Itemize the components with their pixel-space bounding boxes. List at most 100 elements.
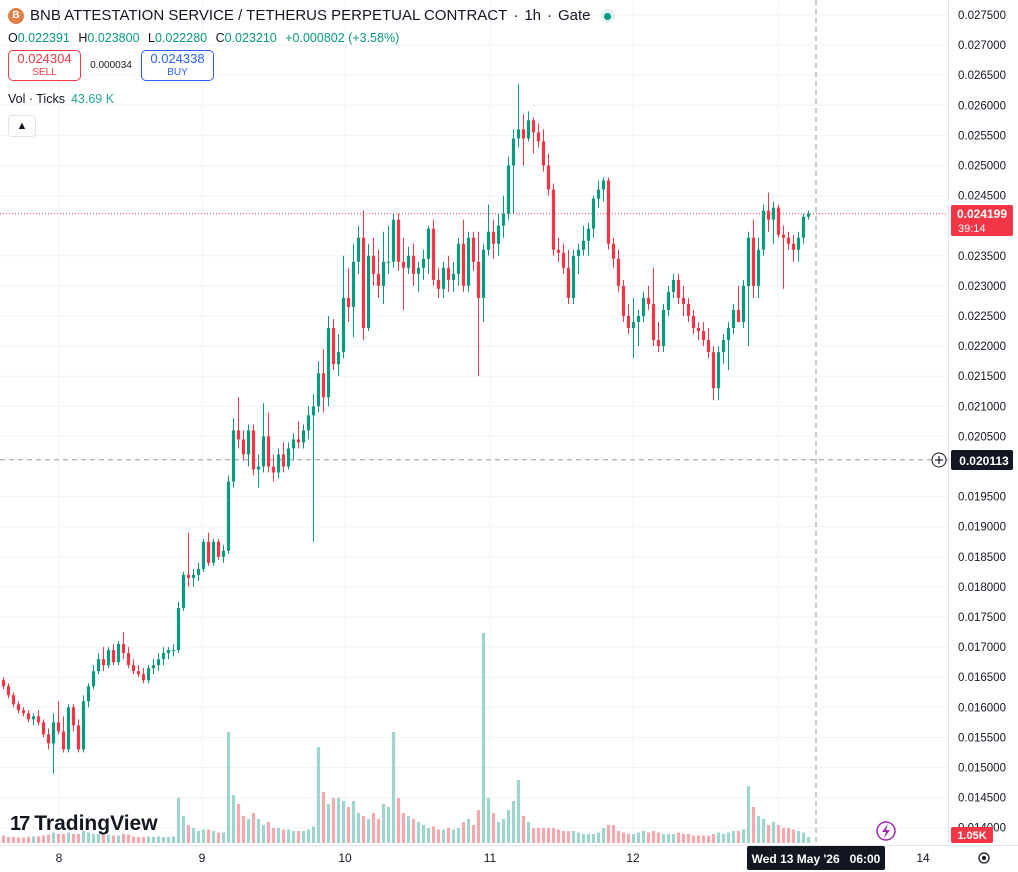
candle-body — [776, 207, 781, 235]
candle — [641, 291, 646, 323]
candle-body — [521, 129, 526, 139]
volume-bar — [36, 836, 41, 843]
candle-body — [241, 439, 246, 455]
low-label: L — [148, 31, 155, 45]
lightning-icon[interactable] — [876, 821, 896, 841]
low-value: 0.022280 — [154, 31, 208, 45]
y-tick-label: 0.018500 — [958, 552, 1006, 564]
candle-body — [576, 249, 581, 256]
candle-body — [201, 541, 206, 569]
volume-bar — [41, 835, 46, 843]
candle — [676, 273, 681, 304]
buy-price: 0.024338 — [150, 51, 205, 66]
candle-body — [391, 219, 396, 262]
candle — [531, 117, 536, 154]
buy-button[interactable]: 0.024338 BUY — [141, 50, 214, 81]
volume-bar — [471, 825, 476, 843]
plus-circle-icon[interactable] — [931, 452, 947, 468]
candle — [386, 225, 391, 274]
candle-body — [661, 309, 666, 347]
candle — [391, 213, 396, 268]
candle — [806, 210, 811, 220]
candle — [786, 231, 791, 250]
candle — [756, 237, 761, 298]
volume-bar — [341, 801, 346, 843]
y-tick-label: 0.019500 — [958, 492, 1006, 504]
candle — [1, 677, 6, 690]
candle-body — [76, 725, 81, 750]
candle — [381, 231, 386, 304]
candle-body — [301, 430, 306, 443]
candle-body — [236, 430, 241, 440]
volume-bar — [346, 807, 351, 843]
candle — [656, 322, 661, 353]
volume-bar — [756, 816, 761, 843]
sell-price: 0.024304 — [17, 51, 72, 66]
volume-bar — [436, 829, 441, 843]
candle — [511, 129, 516, 214]
candle — [761, 204, 766, 256]
volume-bar — [171, 836, 176, 843]
y-tick-label: 0.021000 — [958, 401, 1006, 413]
candle — [486, 204, 491, 256]
candle — [416, 261, 421, 292]
candle — [81, 695, 86, 753]
candle-body — [231, 430, 236, 482]
candle-body — [461, 243, 466, 286]
candle — [376, 249, 381, 298]
volume-bar — [21, 837, 26, 843]
candle — [661, 303, 666, 353]
sell-button[interactable]: 0.024304 SELL — [8, 50, 81, 81]
candle-body — [161, 653, 166, 660]
candle — [471, 231, 476, 271]
candle — [56, 701, 61, 735]
time-axis[interactable]: 8 9 10 11 12 14 — [56, 851, 930, 865]
x-tick-label: 11 — [484, 851, 497, 865]
candle-body — [676, 279, 681, 298]
volume-bar — [246, 819, 251, 843]
price-axis[interactable]: 0.027500 0.027000 0.026500 0.026000 0.025500… — [958, 10, 1006, 835]
candle — [21, 707, 26, 717]
volume-bar — [701, 835, 706, 843]
volume-bar — [316, 747, 321, 843]
volume-bar — [696, 835, 701, 843]
tradingview-wordmark: TradingView — [34, 812, 158, 835]
volume-bar — [766, 825, 771, 843]
collapse-legend-button[interactable]: ▲ — [8, 115, 36, 137]
candle — [516, 84, 521, 148]
candle — [241, 430, 246, 461]
candle-body — [166, 650, 171, 654]
volume-bar — [256, 819, 261, 843]
candle-body — [396, 219, 401, 262]
candle-body — [471, 237, 476, 262]
x-tick-label: 9 — [199, 851, 206, 865]
volume-bar — [546, 828, 551, 843]
candle — [496, 213, 501, 256]
candle — [801, 213, 806, 244]
volume-bar — [676, 832, 681, 843]
candle — [221, 544, 226, 563]
axis-settings-icon[interactable] — [978, 852, 990, 864]
candle — [666, 285, 671, 316]
candle-body — [116, 644, 121, 663]
volume-bar — [801, 832, 806, 843]
candle-body — [531, 120, 536, 133]
symbol-title-row[interactable]: B BNB ATTESTATION SERVICE / TETHERUS PER… — [8, 6, 615, 26]
candle-body — [766, 210, 771, 220]
candle — [106, 647, 111, 669]
tradingview-logo[interactable]: 17 TradingView — [10, 812, 158, 836]
volume-bar — [596, 832, 601, 843]
candle-body — [376, 273, 381, 286]
candle-body — [601, 180, 606, 190]
candle — [596, 180, 601, 208]
volume-legend[interactable]: Vol · Ticks 43.69 K — [8, 89, 615, 109]
volume-bar — [541, 828, 546, 843]
candle-body — [196, 568, 201, 575]
candle-body — [751, 237, 756, 286]
candle — [256, 454, 261, 488]
candle — [326, 316, 331, 407]
volume-bar — [51, 832, 56, 843]
candle-body — [626, 316, 631, 329]
volume-bar — [561, 831, 566, 843]
